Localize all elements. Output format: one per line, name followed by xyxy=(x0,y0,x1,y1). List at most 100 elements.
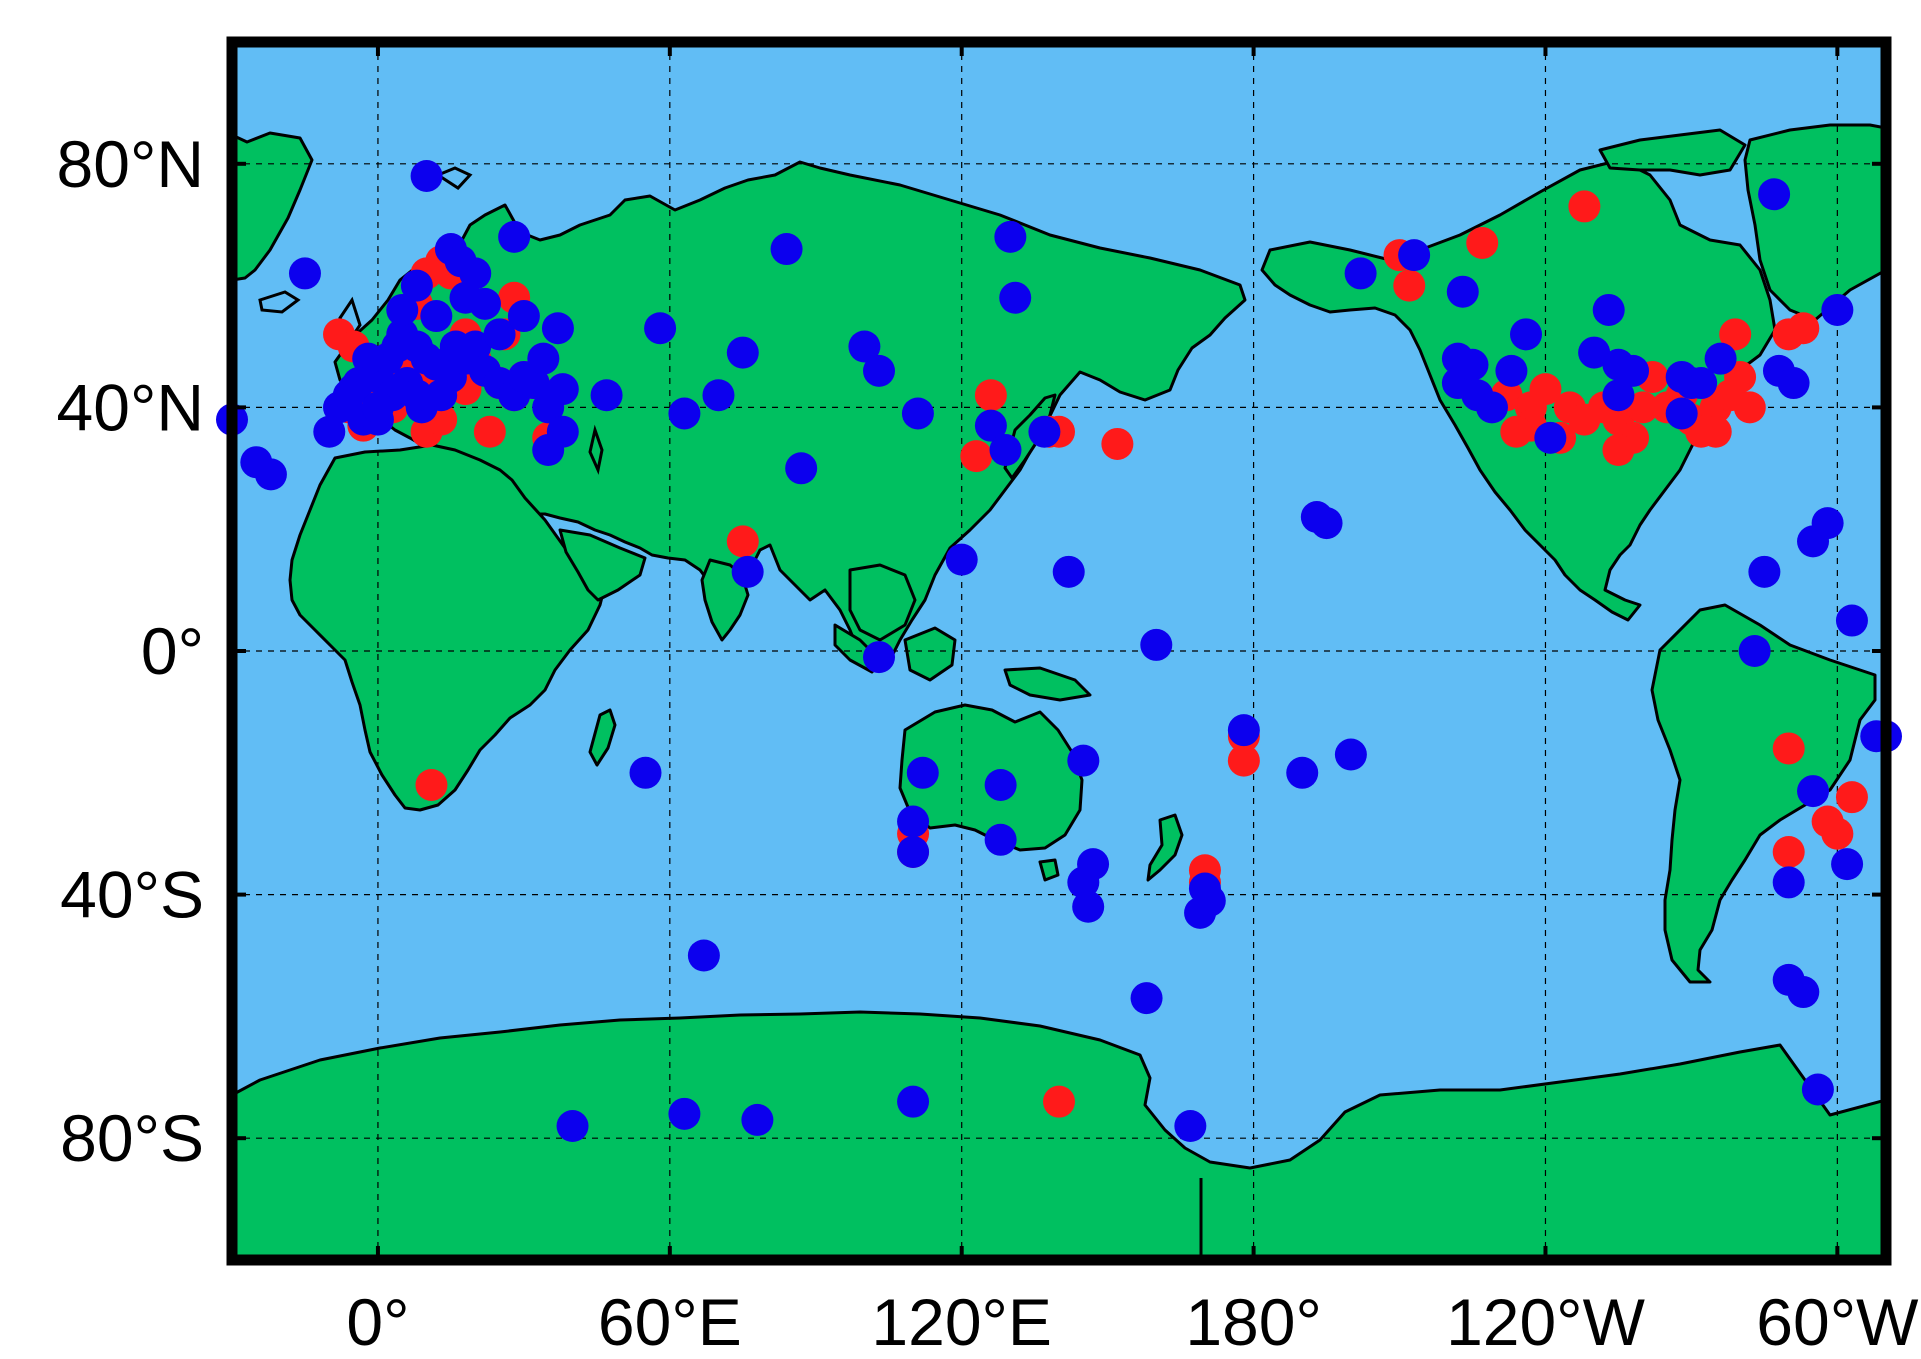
blue-station-dot xyxy=(420,300,453,333)
blue-station-dot xyxy=(1831,848,1864,881)
blue-station-dot xyxy=(288,257,321,290)
red-station-dot xyxy=(1568,190,1601,223)
blue-station-dot xyxy=(897,805,930,838)
red-station-dot xyxy=(1043,1085,1075,1118)
blue-station-dot xyxy=(1140,628,1173,661)
borneo xyxy=(903,626,957,682)
blue-station-dot xyxy=(989,434,1022,467)
blue-station-dot xyxy=(668,397,701,430)
red-station-dot xyxy=(1772,835,1805,868)
red-station-dot xyxy=(1227,744,1260,777)
red-station-dot xyxy=(1466,226,1499,259)
blue-station-dot xyxy=(517,367,550,400)
blue-station-dot xyxy=(644,312,677,345)
blue-station-dot xyxy=(726,336,759,369)
south-america xyxy=(1650,603,1877,984)
blue-station-dot xyxy=(1227,714,1260,747)
red-station-dot xyxy=(1821,817,1854,850)
blue-station-dot xyxy=(1495,354,1528,387)
x-tick-label: 0° xyxy=(346,1285,409,1359)
arabia xyxy=(558,528,647,602)
blue-station-dot xyxy=(1510,318,1543,351)
blue-station-dot xyxy=(848,330,881,363)
x-tick-label: 120°E xyxy=(871,1285,1052,1359)
x-tick-label: 60°W xyxy=(1756,1285,1919,1359)
blue-station-dot xyxy=(590,379,623,412)
blue-station-dot xyxy=(974,409,1007,442)
blue-station-dot xyxy=(1787,976,1820,1009)
blue-station-dot xyxy=(1738,635,1771,667)
blue-station-dot xyxy=(945,543,978,576)
blue-station-dot xyxy=(984,823,1017,856)
blue-station-dot xyxy=(410,159,443,192)
blue-station-dot xyxy=(507,300,540,333)
blue-station-dot xyxy=(1188,872,1221,905)
red-station-dot xyxy=(1733,391,1766,424)
blue-station-dot xyxy=(1334,738,1367,771)
red-station-dot xyxy=(1699,415,1732,448)
blue-station-dot xyxy=(901,397,934,430)
red-station-dot xyxy=(1101,427,1134,460)
blue-station-dot xyxy=(1617,354,1650,387)
blue-station-dot xyxy=(1685,367,1718,400)
indochina xyxy=(848,563,917,642)
blue-station-dot xyxy=(541,312,574,345)
y-tick-label: 0° xyxy=(141,614,204,688)
red-station-dot xyxy=(1787,312,1820,345)
africa xyxy=(288,443,607,812)
blue-station-dot xyxy=(1286,756,1319,789)
blue-station-dot xyxy=(1578,336,1611,369)
blue-station-dot xyxy=(1130,982,1163,1015)
y-tick-label: 80°S xyxy=(60,1101,204,1175)
madagascar xyxy=(588,708,617,767)
blue-station-dot xyxy=(1456,348,1489,381)
blue-station-dot xyxy=(361,391,394,424)
blue-station-dot xyxy=(400,269,433,302)
antarctica xyxy=(232,1010,1886,1260)
red-station-dot xyxy=(1772,732,1805,765)
red-station-dot xyxy=(1500,415,1533,448)
blue-station-dot xyxy=(1665,397,1698,430)
blue-station-dot xyxy=(1772,866,1805,899)
red-station-dot xyxy=(1393,269,1426,302)
frame-ticks xyxy=(232,42,1886,1260)
red-station-dot xyxy=(1626,391,1659,424)
blue-station-dot xyxy=(785,452,818,485)
blue-station-dot xyxy=(863,641,896,674)
blue-station-dot xyxy=(897,835,930,868)
red-station-dot xyxy=(726,525,759,558)
blue-station-dot xyxy=(668,1097,701,1130)
blue-station-markers xyxy=(216,159,1902,1143)
blue-station-dot xyxy=(459,257,492,290)
greenland-west xyxy=(232,131,314,282)
blue-station-dot xyxy=(1835,604,1868,637)
iceland-coast xyxy=(258,290,301,314)
y-tick-label: 80°N xyxy=(57,127,204,201)
blue-station-dot xyxy=(1072,890,1105,923)
blue-station-dot xyxy=(1310,507,1343,540)
blue-station-dot xyxy=(1797,775,1830,808)
blue-station-dot xyxy=(400,379,433,412)
red-station-dot xyxy=(1602,434,1635,467)
blue-station-dot xyxy=(1446,275,1479,308)
blue-station-dot xyxy=(1777,367,1810,400)
new-guinea xyxy=(1003,666,1092,702)
blue-station-dot xyxy=(1811,507,1844,540)
blue-station-dot xyxy=(483,318,516,351)
blue-station-dot xyxy=(1602,379,1635,412)
blue-station-dot xyxy=(313,415,346,448)
blue-station-dot xyxy=(439,330,472,363)
blue-station-dot xyxy=(999,281,1032,314)
blue-station-dot xyxy=(1052,555,1085,588)
blue-station-dot xyxy=(1821,293,1854,326)
x-tick-label: 180° xyxy=(1185,1285,1322,1359)
blue-station-dot xyxy=(1028,415,1061,448)
blue-station-dot xyxy=(906,756,939,789)
x-tick-label: 60°E xyxy=(598,1285,742,1359)
blue-station-dot xyxy=(1077,848,1110,881)
blue-station-dot xyxy=(546,373,579,406)
longitude-labels: 0° 60°E 120°E 180° 120°W 60°W xyxy=(346,1285,1919,1359)
blue-station-dot xyxy=(702,379,735,412)
caspian-coast xyxy=(588,424,604,475)
